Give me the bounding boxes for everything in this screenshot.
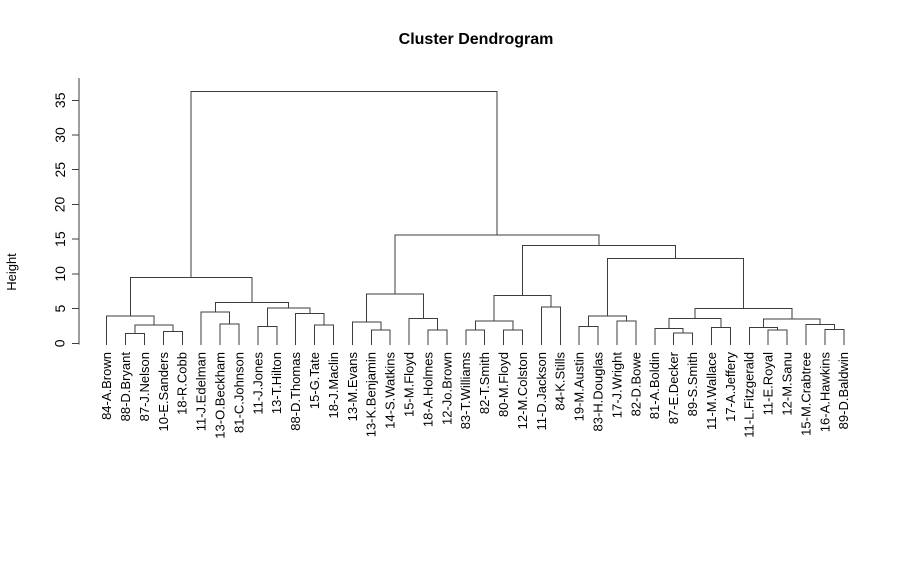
y-axis-tick-label: 10 [52,266,68,282]
leaf-label: 87-J.Nelson [137,352,152,421]
leaf-label: 18-R.Cobb [175,352,190,415]
dendrogram-branch [805,324,835,345]
leaf-label: 15-M.Crabtree [798,352,813,436]
y-axis: 0 5 10 15 20 25 30 35 [52,78,80,347]
dendrogram-branch [266,307,311,327]
leaf-label: 81-C.Johnson [231,352,246,433]
leaf-label: 13-M.Evans [345,352,360,422]
dendrogram-branch [607,258,744,317]
dendrogram-branch [295,312,325,345]
leaf-label: 11-E.Royal [761,352,776,415]
dendrogram-branch [219,323,240,345]
leaf-label: 83-H.Douglas [591,352,606,432]
leaf-label: 88-D.Bryant [118,352,133,422]
leaf-label: 12-M.Sanu [780,352,795,416]
y-axis-tick-label: 20 [52,196,68,212]
leaf-label: 84-K.Stills [553,352,568,411]
dendrogram-branch [824,328,845,345]
dendrogram-branch [314,324,334,345]
dendrogram-branch [711,326,731,345]
leaf-label: 15-M.Floyd [402,352,417,417]
dendrogram-branch [214,301,290,313]
dendrogram-branch [503,329,523,345]
dendrogram-branch [694,308,793,319]
dendrogram-branch [616,320,637,345]
leaf-label: 81-A.Boldin [647,352,662,419]
leaf-label: 17-J.Wright [609,352,624,419]
dendrogram-branch [129,277,253,317]
leaf-label: 11-J.Edelman [194,352,209,431]
leaf-label: 82-T.Smith [477,352,492,414]
dendrogram-branch [125,333,145,345]
leaf-label: 80-M.Floyd [496,352,511,417]
dendrogram-branch [190,90,498,278]
dendrogram-branch [162,330,183,345]
dendrogram-branch [762,318,821,328]
dendrogram-branch [540,306,561,345]
dendrogram-branch [493,294,552,322]
leaf-label: 17-A.Jeffery [723,352,738,422]
leaf-label: 14-S.Watkins [383,352,398,429]
leaf-label: 11-J.Jones [250,352,265,415]
dendrogram-branch [106,315,155,345]
dendrogram-branch [408,317,438,345]
leaf-label: 13-T.Hilton [269,352,284,414]
leaf-label: 88-D.Thomas [288,352,303,431]
dendrogram-branch [767,329,788,345]
y-axis-tick-label: 35 [52,92,68,108]
leaf-label: 11-M.Wallace [704,352,719,430]
leaf-label: 12-M.Colston [515,352,530,429]
leaf-label: 89-S.Smith [685,352,700,416]
leaf-label: 18-J.Maclin [326,352,341,418]
leaf-label: 18-A.Holmes [420,352,435,428]
y-axis-tick-label: 25 [52,162,68,178]
dendrogram-branch [134,324,174,334]
leaf-label: 11-L.Fitzgerald [742,352,757,438]
leaf-label: 89-D.Baldwin [836,352,851,429]
y-axis-tick-label: 15 [52,231,68,247]
dendrogram-branch [257,326,278,345]
leaf-label: 16-A.Hawkins [817,352,832,433]
dendrogram-branch [370,329,391,345]
y-axis-tick-label: 5 [52,304,68,312]
leaf-label: 12-Jo.Brown [439,352,454,425]
leaf-label: 84-A.Brown [99,352,114,420]
dendrogram-branch [654,328,684,345]
dendrogram-branch [351,321,382,345]
leaf-label: 10-E.Sanders [156,352,171,432]
dendrogram-branch [366,293,424,322]
dendrogram-branch [465,329,486,345]
dendrogram-branch [578,326,599,345]
leaf-labels: 84-A.Brown 88-D.Bryant 87-J.Nelson 10-E.San… [99,351,851,438]
dendrogram-branch [673,332,694,345]
leaf-label: 83-T.Williams [458,352,473,430]
y-axis-tick-label: 30 [52,127,68,143]
leaf-label: 87-E.Decker [666,351,681,424]
leaf-label: 13-O.Beckham [213,352,228,439]
dendrogram-branch [522,244,676,296]
leaf-label: 11-D.Jackson [534,352,549,431]
dendrogram-branch [427,329,448,345]
leaf-label: 13-K.Benjamin [364,352,379,437]
dendrogram-branch [200,311,231,345]
plot-title: Cluster Dendrogram [398,31,554,48]
leaf-label: 82-D.Bowe [628,352,643,416]
dendrogram-branch [474,320,514,331]
y-axis-label: Height [4,253,19,291]
leaf-label: 19-M.Austin [572,352,587,421]
leaf-label: 15-G.Tate [307,352,322,409]
dendrogram-tree [106,90,845,345]
y-axis-tick-label: 0 [52,339,68,347]
dendrogram-branch [394,234,600,295]
